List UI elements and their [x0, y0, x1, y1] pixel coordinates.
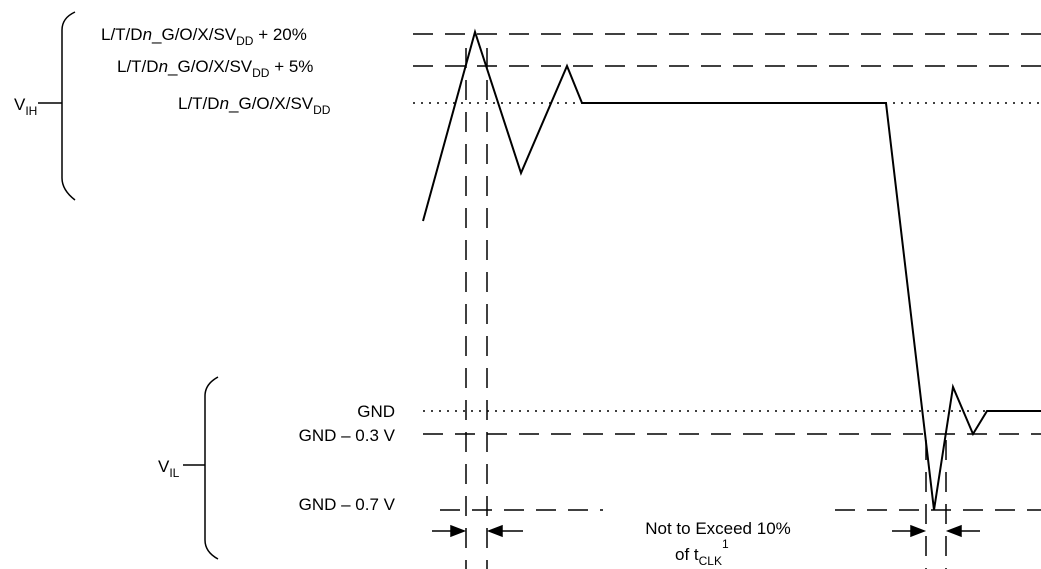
- vdd-plus-5-label: L/T/Dn_G/O/X/SVDD + 5%: [117, 57, 313, 80]
- annotation-line-2: of tCLK1: [675, 537, 729, 568]
- width-arrows: [432, 524, 980, 538]
- reference-lines: [413, 33, 1041, 511]
- vil-label: VIL: [158, 457, 180, 480]
- vdd-label: L/T/Dn_G/O/X/SVDD: [178, 94, 331, 117]
- vih-label: VIH: [14, 95, 37, 118]
- signal-waveform-high: [422, 28, 1041, 511]
- vil-bracket: [183, 376, 219, 560]
- gnd-minus-03-label: GND – 0.3 V: [299, 426, 396, 445]
- arrow-right-icon: [450, 524, 467, 538]
- vih-bracket: [38, 11, 76, 201]
- arrow-right-icon: [910, 524, 927, 538]
- vdd-plus-20-label: L/T/Dn_G/O/X/SVDD + 20%: [101, 25, 307, 48]
- gnd-label: GND: [357, 402, 395, 421]
- arrow-left-icon: [486, 524, 503, 538]
- gnd-minus-07-label: GND – 0.7 V: [299, 495, 396, 514]
- arrow-left-icon: [945, 524, 962, 538]
- annotation-line-1: Not to Exceed 10%: [645, 519, 791, 538]
- timing-markers: [465, 48, 947, 569]
